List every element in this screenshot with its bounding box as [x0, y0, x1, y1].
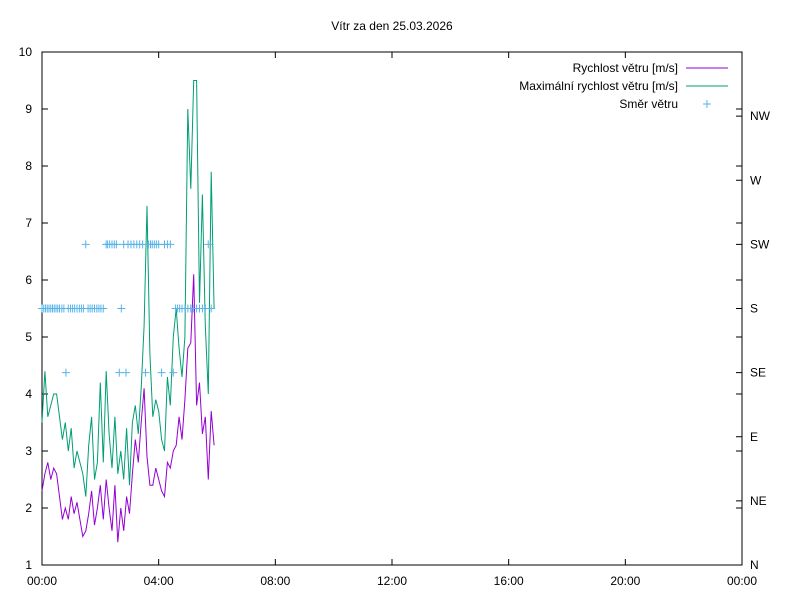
- y-tick-label: 8: [25, 159, 32, 173]
- y-tick-label: 1: [25, 558, 32, 572]
- x-tick-label: 04:00: [144, 574, 174, 588]
- y-axis-right: N NE E SE S SW W NW: [736, 109, 771, 572]
- direction-point: [169, 368, 178, 377]
- y-tick-label: 2: [25, 501, 32, 515]
- direction-point: [61, 368, 70, 377]
- chart-title: Vítr za den 25.03.2026: [331, 19, 453, 33]
- x-tick-label: 20:00: [610, 574, 640, 588]
- direction-point: [81, 240, 90, 249]
- x-tick-label: 00:00: [27, 574, 57, 588]
- direction-point: [141, 368, 150, 377]
- legend: Rychlost větru [m/s] Maximální rychlost v…: [519, 61, 728, 111]
- y2-tick-label: SW: [750, 237, 770, 251]
- y-tick-label: 4: [25, 387, 32, 401]
- maxim-ln-rychlost-v-tru-m-s-line: [41, 80, 215, 497]
- direction-point: [122, 368, 130, 377]
- direction-point: [117, 304, 126, 313]
- direction-point: [112, 240, 121, 249]
- y2-tick-label: N: [750, 558, 759, 572]
- legend-label: Směr větru: [619, 97, 678, 111]
- y-tick-label: 7: [25, 216, 32, 230]
- direction-point: [166, 240, 175, 249]
- direction-point: [99, 304, 108, 313]
- x-tick-label: 00:00: [727, 574, 757, 588]
- y2-tick-label: NW: [750, 109, 771, 123]
- y-tick-label: 10: [19, 45, 33, 59]
- legend-marker: [703, 100, 711, 108]
- legend-label: Rychlost větru [m/s]: [573, 61, 678, 75]
- y2-tick-label: SE: [750, 366, 766, 380]
- y-tick-label: 3: [25, 444, 32, 458]
- y2-tick-label: W: [750, 173, 762, 187]
- wind-direction-series: [38, 240, 216, 377]
- direction-point: [204, 240, 213, 249]
- direction-point: [207, 304, 216, 313]
- x-axis: 00:00 04:00 08:00 12:00 16:00 20:00 00:00: [27, 52, 757, 588]
- y2-tick-label: NE: [750, 494, 767, 508]
- y2-tick-label: E: [750, 430, 758, 444]
- y-axis-left: 1 2 3 4 5 6 7 8 9 10: [19, 45, 742, 572]
- y-tick-label: 6: [25, 273, 32, 287]
- rychlost-v-tru-m-s-line: [41, 274, 215, 543]
- x-tick-label: 12:00: [377, 574, 407, 588]
- x-tick-label: 08:00: [260, 574, 290, 588]
- y2-tick-label: S: [750, 302, 758, 316]
- series-layer: [38, 80, 216, 543]
- y-tick-label: 9: [25, 102, 32, 116]
- plot-area-frame: [41, 51, 743, 566]
- legend-label: Maximální rychlost větru [m/s]: [519, 79, 678, 93]
- x-tick-label: 16:00: [494, 574, 524, 588]
- y-tick-label: 5: [25, 330, 32, 344]
- direction-point: [157, 368, 166, 377]
- direction-point: [115, 368, 124, 377]
